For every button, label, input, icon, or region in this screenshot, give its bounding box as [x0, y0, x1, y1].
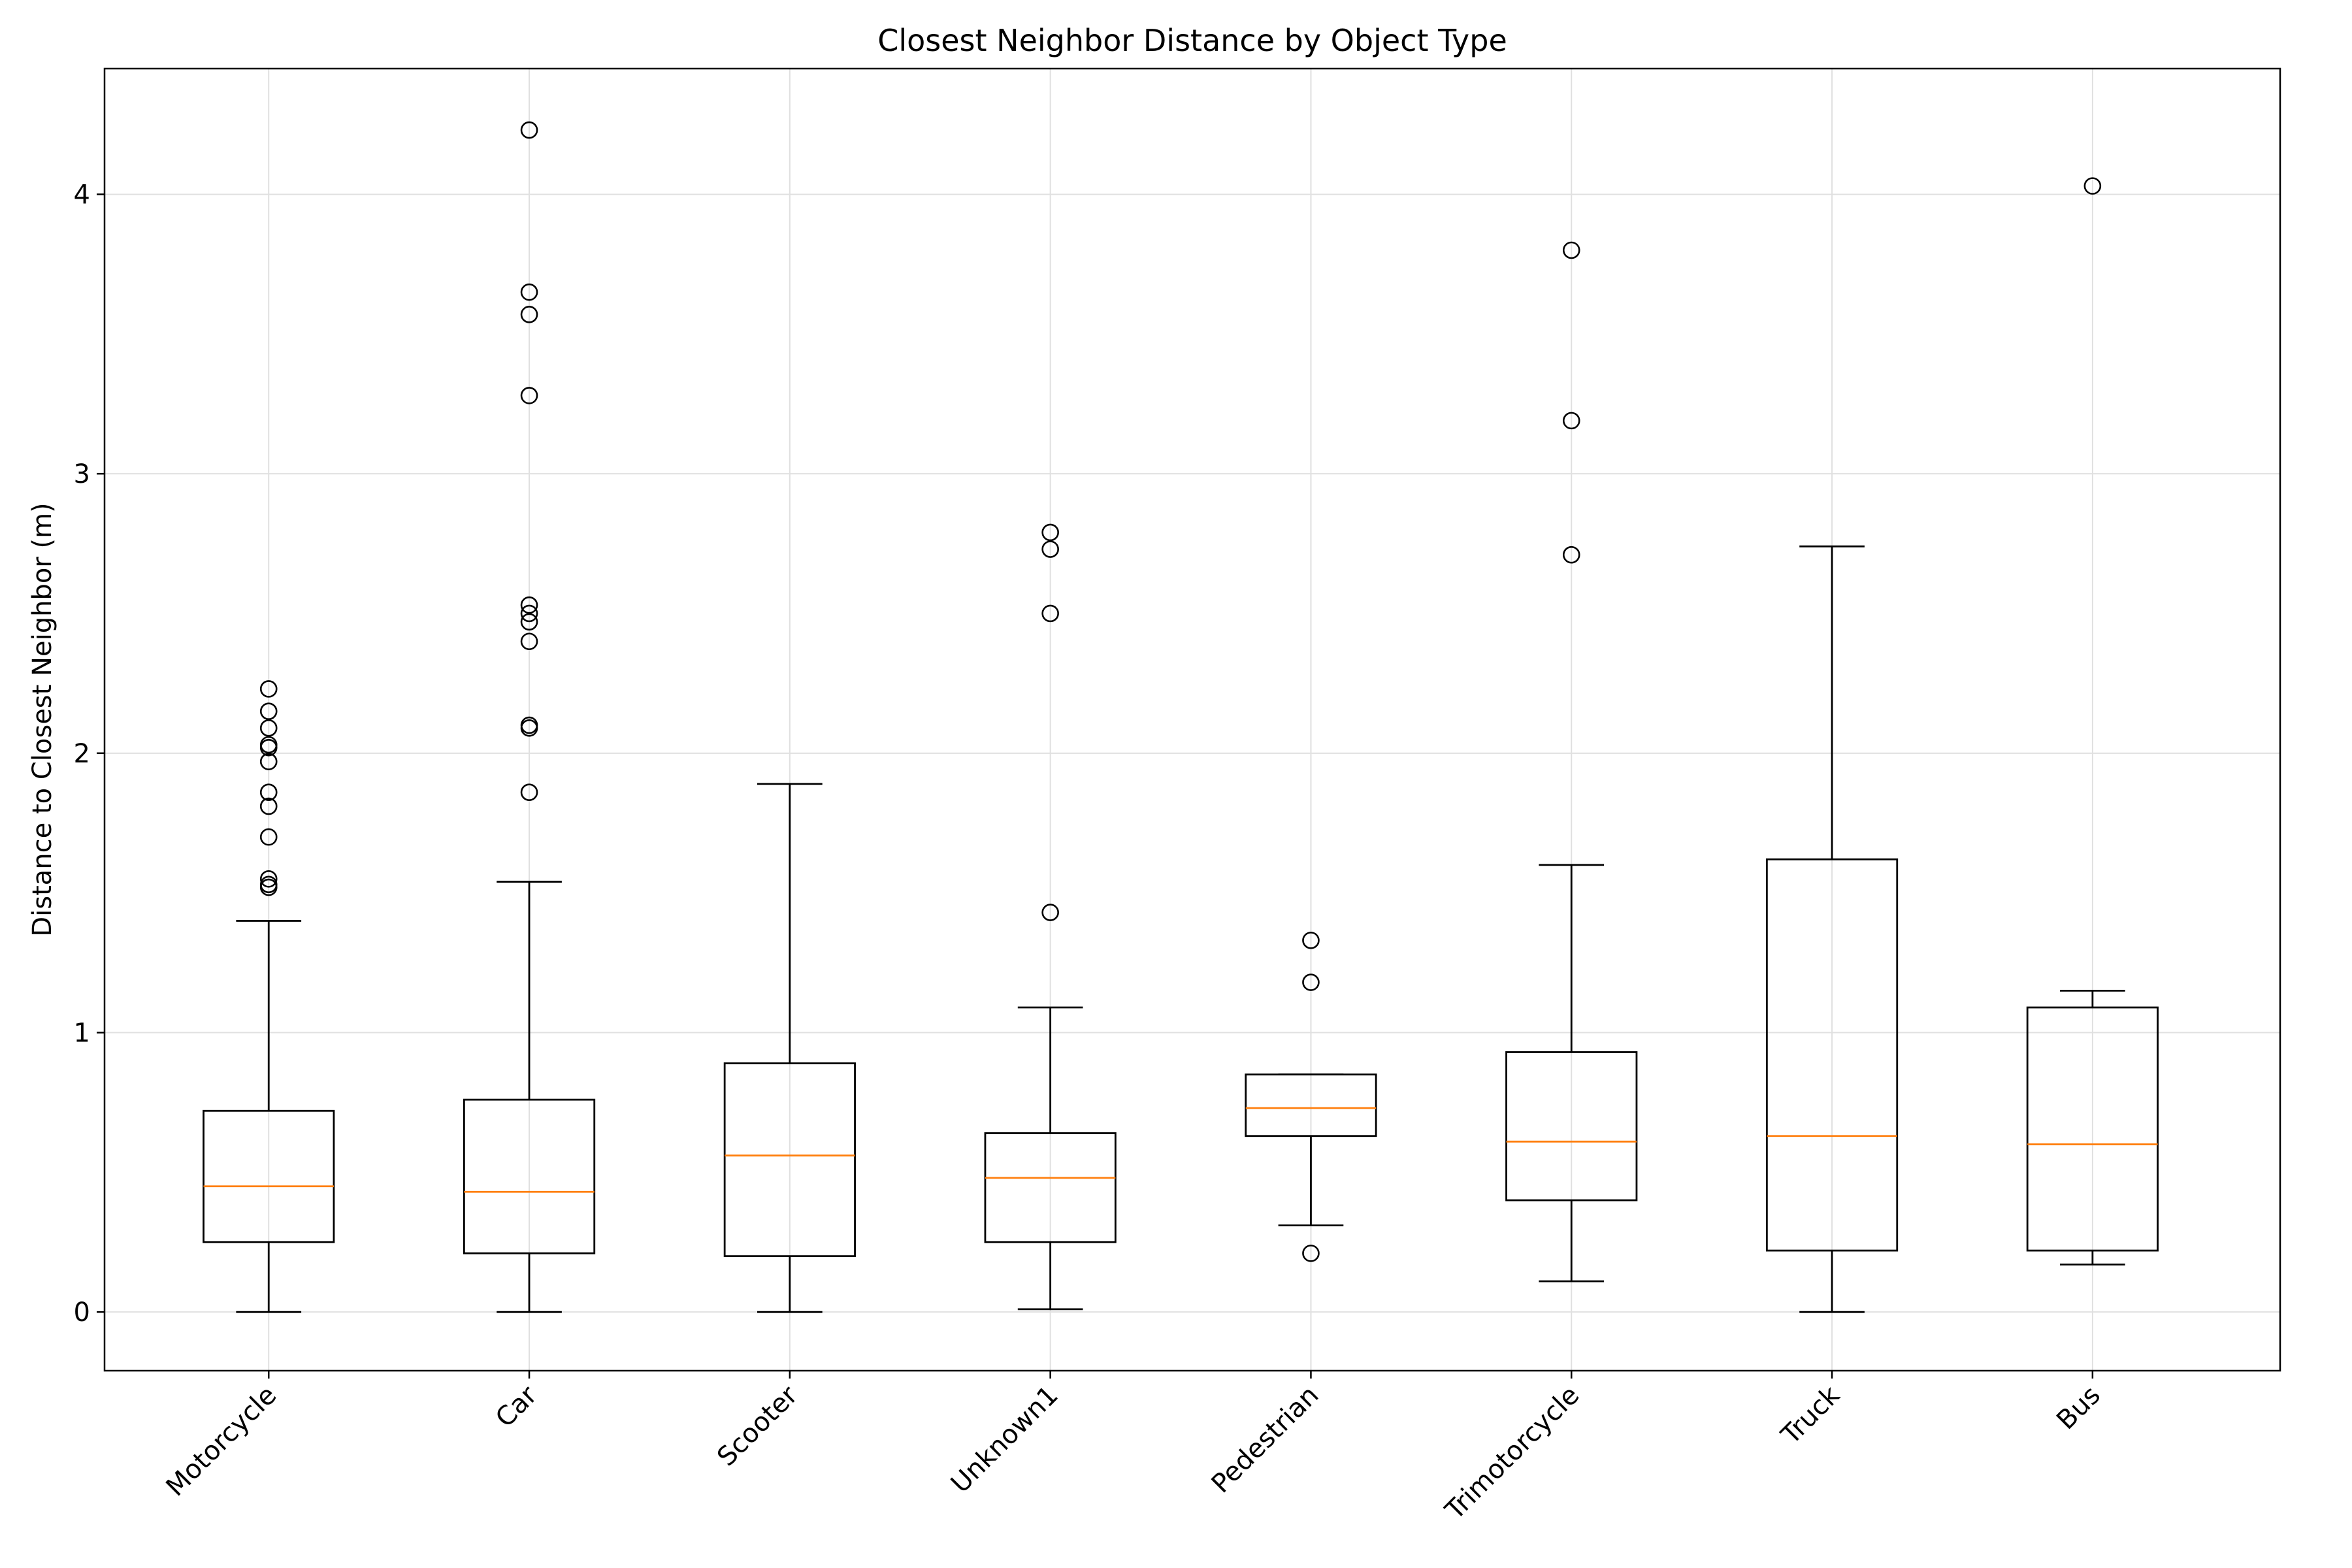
outlier-point — [259, 828, 278, 846]
box-pedestrian — [1245, 932, 1377, 1262]
outlier-point — [1302, 973, 1320, 991]
outlier-point — [259, 753, 278, 770]
outlier-point — [259, 797, 278, 815]
outlier-point — [1041, 523, 1059, 542]
box-iqr — [723, 1062, 856, 1258]
outlier-point — [1041, 604, 1059, 623]
outlier-point — [520, 632, 538, 651]
outlier-point — [520, 121, 538, 139]
outlier-point — [1041, 540, 1059, 558]
outlier-point — [520, 387, 538, 404]
chart-title: Closest Neighbor Distance by Object Type — [877, 23, 1507, 58]
x-tick-label: Scooter — [711, 1380, 804, 1472]
box-scooter — [723, 783, 856, 1313]
y-tick-label: 2 — [74, 739, 90, 769]
outlier-point — [259, 870, 278, 888]
y-tick-label: 0 — [74, 1298, 90, 1328]
box-iqr — [463, 1098, 596, 1254]
box-iqr — [203, 1109, 335, 1243]
outlier-point — [1302, 932, 1320, 949]
outlier-point — [520, 716, 538, 734]
box-iqr — [1505, 1051, 1638, 1201]
y-tick-label: 3 — [74, 459, 90, 489]
outlier-point — [1302, 1245, 1320, 1262]
box-truck — [1765, 545, 1899, 1313]
outlier-point — [1562, 241, 1580, 259]
box-unknown1 — [984, 523, 1117, 1311]
plot-area — [203, 121, 2159, 1313]
outlier-point — [259, 875, 278, 894]
outlier-point — [520, 306, 538, 323]
outlier-point — [259, 719, 278, 737]
outlier-point — [520, 604, 538, 623]
box-iqr — [984, 1132, 1117, 1243]
x-tick-label: Car — [490, 1380, 544, 1433]
outlier-point — [259, 736, 278, 754]
x-tick-label: Motorcycle — [161, 1380, 283, 1503]
x-axis-ticks: Motorcycle Car Scooter Unknown1 Pedestrian Tr… — [161, 1371, 2106, 1526]
x-tick-label: Unknown1 — [945, 1380, 1064, 1499]
outlier-point — [520, 783, 538, 801]
x-tick-label: Truck — [1775, 1380, 1846, 1450]
box-car — [463, 121, 596, 1313]
y-axis-label: Distance to Closest Neighbor (m) — [27, 502, 57, 936]
x-tick-label: Bus — [2051, 1380, 2106, 1436]
outlier-point — [520, 613, 538, 631]
grid — [105, 69, 2280, 1371]
outlier-point — [1562, 412, 1580, 430]
outlier-point — [259, 783, 278, 801]
box-iqr — [1245, 1073, 1377, 1137]
outlier-point — [1041, 904, 1059, 921]
outlier-point — [520, 596, 538, 614]
box-trimotorcycle — [1505, 241, 1638, 1282]
outlier-point — [259, 702, 278, 720]
y-tick-label: 4 — [74, 180, 90, 210]
y-tick-label: 1 — [74, 1019, 90, 1049]
x-tick-label: Pedestrian — [1206, 1380, 1325, 1499]
outlier-point — [1562, 546, 1580, 564]
box-iqr — [2026, 1006, 2159, 1252]
outlier-point — [259, 680, 278, 698]
box-bus — [2026, 177, 2159, 1266]
outlier-point — [2083, 177, 2102, 195]
box-iqr — [1765, 858, 1899, 1252]
box-motorcycle — [203, 680, 335, 1313]
axes-frame — [103, 67, 2281, 1372]
outlier-point — [520, 283, 538, 301]
y-axis-ticks: 0 1 2 3 4 — [74, 180, 105, 1328]
x-tick-label: Trimotorcycle — [1439, 1380, 1585, 1526]
